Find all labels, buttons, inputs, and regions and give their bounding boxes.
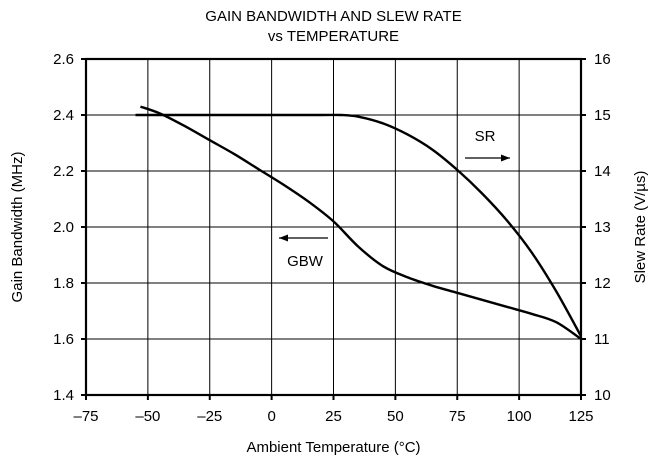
y-right-tick-label: 11 bbox=[594, 331, 610, 348]
x-tick-label: 50 bbox=[387, 408, 404, 425]
series-line-sr bbox=[135, 113, 583, 337]
y-right-tick-label: 16 bbox=[594, 51, 611, 68]
y-right-tick-label: 13 bbox=[594, 219, 611, 236]
y-right-tick-label: 14 bbox=[594, 163, 611, 180]
y-left-tick-label: 2.6 bbox=[53, 51, 74, 68]
y-right-tick-label: 15 bbox=[594, 107, 611, 124]
y-left-tick-label: 1.6 bbox=[53, 331, 74, 348]
x-tick-label: –75 bbox=[73, 408, 98, 425]
x-tick-label: 25 bbox=[325, 408, 342, 425]
y-right-tick-label: 10 bbox=[594, 387, 611, 404]
series-line-gbw bbox=[140, 105, 582, 340]
x-tick-label: 0 bbox=[267, 408, 275, 425]
x-tick-label: 125 bbox=[568, 408, 593, 425]
x-tick-label: –25 bbox=[197, 408, 222, 425]
annotation-sr-label: SR bbox=[475, 128, 496, 145]
chart-title-line-1: GAIN BANDWIDTH AND SLEW RATE bbox=[205, 8, 461, 25]
annotation-gbw-arrow-head bbox=[279, 234, 288, 242]
y-left-tick-label: 1.8 bbox=[53, 275, 74, 292]
chart-title-line-2: vs TEMPERATURE bbox=[268, 28, 399, 45]
annotation-sr-arrow-head bbox=[501, 154, 510, 162]
y-left-tick-label: 2.4 bbox=[53, 107, 74, 124]
y-left-tick-label: 2.2 bbox=[53, 163, 74, 180]
x-tick-label: 100 bbox=[507, 408, 532, 425]
y-right-axis-label: Slew Rate (V/µs) bbox=[632, 171, 649, 284]
x-axis-label: Ambient Temperature (°C) bbox=[246, 439, 420, 456]
x-tick-label: 75 bbox=[449, 408, 466, 425]
y-left-tick-label: 1.4 bbox=[53, 387, 74, 404]
y-right-tick-label: 12 bbox=[594, 275, 611, 292]
y-left-tick-label: 2.0 bbox=[53, 219, 74, 236]
annotation-gbw-label: GBW bbox=[287, 253, 324, 270]
x-tick-label: –50 bbox=[135, 408, 160, 425]
y-left-axis-label: Gain Bandwidth (MHz) bbox=[9, 152, 26, 303]
